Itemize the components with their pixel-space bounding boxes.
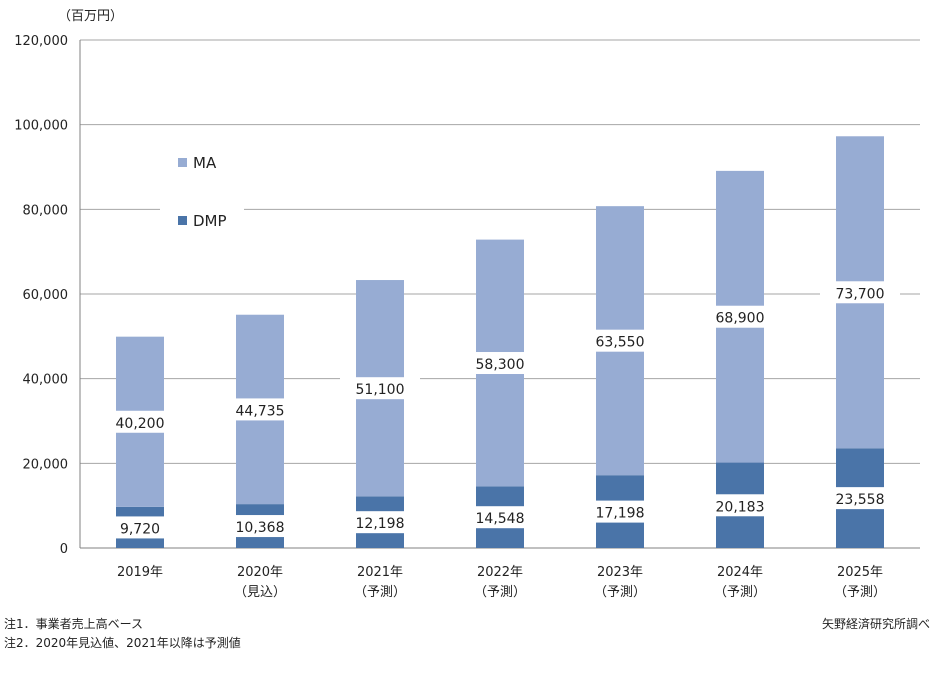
data-label-dmp: 23,558 (836, 492, 885, 508)
data-label-bg (700, 494, 780, 517)
source-credit: 矢野経済研究所調べ (821, 617, 930, 631)
legend-box (160, 140, 244, 246)
y-tick-label: 120,000 (14, 34, 68, 49)
data-label-bg (340, 511, 420, 534)
legend-label-ma: MA (193, 154, 217, 172)
data-label-dmp: 10,368 (236, 520, 285, 536)
x-tick-sublabel: （予測） (594, 585, 646, 600)
data-label-bg (220, 515, 300, 538)
data-label-bg (580, 500, 660, 523)
legend-label-dmp: DMP (193, 212, 227, 230)
y-tick-label: 0 (60, 542, 68, 557)
x-tick-sublabel: （予測） (474, 585, 526, 600)
x-tick-label: 2022年 (477, 565, 523, 580)
y-tick-label: 60,000 (23, 288, 69, 303)
data-label-ma: 73,700 (836, 286, 885, 302)
data-label-ma: 68,900 (716, 311, 765, 327)
x-tick-sublabel: （予測） (714, 585, 766, 600)
x-tick-sublabel: （見込） (234, 585, 286, 600)
unit-label: （百万円） (58, 9, 123, 24)
data-label-bg (700, 305, 780, 328)
y-tick-label: 40,000 (23, 373, 69, 388)
data-label-bg (820, 487, 900, 510)
data-label-dmp: 20,183 (716, 499, 765, 515)
x-tick-sublabel: （予測） (834, 585, 886, 600)
data-label-bg (100, 410, 180, 433)
data-label-ma: 44,735 (236, 403, 285, 419)
x-tick-label: 2021年 (357, 565, 403, 580)
data-label-bg (820, 281, 900, 304)
data-label-dmp: 17,198 (596, 506, 645, 522)
x-tick-label: 2019年 (117, 565, 163, 580)
data-label-bg (340, 377, 420, 400)
x-tick-label: 2023年 (597, 565, 643, 580)
footnote-1: 注1．事業者売上高ベース (4, 617, 144, 631)
data-label-bg (460, 352, 540, 375)
data-label-dmp: 14,548 (476, 511, 525, 527)
x-tick-label: 2020年 (237, 565, 283, 580)
legend-swatch-dmp (178, 216, 187, 225)
y-tick-label: 80,000 (23, 203, 69, 218)
legend-swatch-ma (178, 158, 187, 167)
data-label-ma: 40,200 (116, 416, 165, 432)
data-label-bg (580, 329, 660, 352)
data-label-bg (220, 398, 300, 421)
x-tick-label: 2025年 (837, 565, 883, 580)
x-tick-sublabel: （予測） (354, 585, 406, 600)
data-label-ma: 51,100 (356, 382, 405, 398)
y-tick-label: 20,000 (23, 457, 69, 472)
data-label-dmp: 12,198 (356, 516, 405, 532)
data-label-ma: 58,300 (476, 357, 525, 373)
data-label-bg (100, 516, 180, 539)
data-label-ma: 63,550 (596, 335, 645, 351)
footnote-2: 注2．2020年見込値、2021年以降は予測値 (4, 636, 241, 650)
data-label-bg (460, 506, 540, 529)
data-label-dmp: 9,720 (120, 521, 160, 537)
x-tick-label: 2024年 (717, 565, 763, 580)
stacked-bar-chart: （百万円） 0 20,000 40,000 60,000 80,000 100,000 120… (14, 9, 920, 600)
y-tick-label: 100,000 (14, 119, 68, 134)
